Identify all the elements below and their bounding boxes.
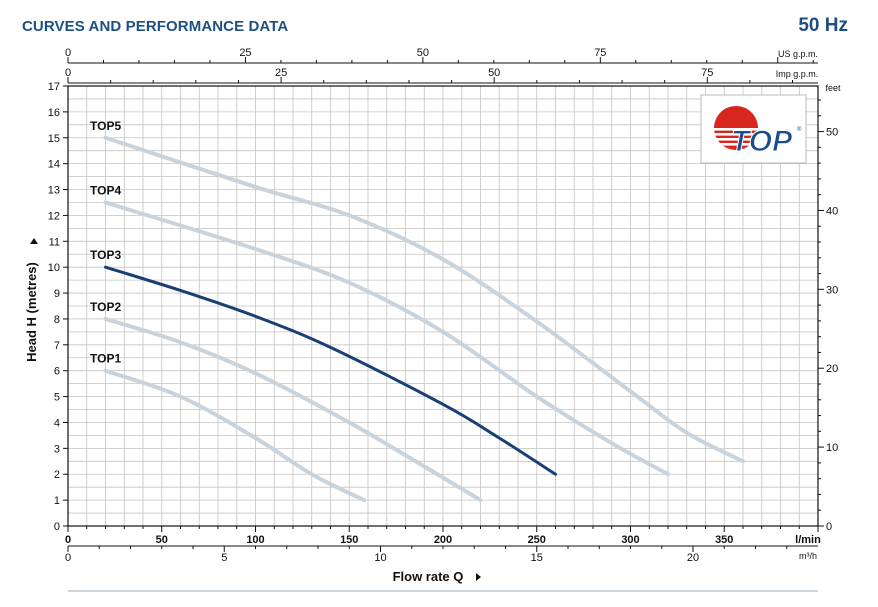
y-tick-label: 6 bbox=[54, 366, 60, 378]
x-tick-label: 250 bbox=[528, 534, 546, 546]
x-axis-arrow-icon bbox=[476, 573, 481, 581]
m3h-tick-label: 20 bbox=[687, 552, 699, 564]
y-tick-label: 12 bbox=[48, 210, 60, 222]
y-tick-label: 11 bbox=[49, 236, 60, 248]
y-tick-label: 3 bbox=[54, 443, 60, 455]
y-tick-label: 9 bbox=[54, 288, 60, 300]
y-tick-label: 2 bbox=[54, 469, 60, 481]
y-tick-label: 17 bbox=[48, 81, 60, 93]
curve-top3 bbox=[104, 265, 557, 476]
series-label-top3: TOP3 bbox=[90, 248, 121, 262]
x-axis-title: Flow rate Q bbox=[393, 569, 464, 584]
y-tick-label: 5 bbox=[54, 392, 60, 404]
x-tick-label: 150 bbox=[340, 534, 358, 546]
series-label-top2: TOP2 bbox=[90, 300, 121, 314]
page-title: CURVES AND PERFORMANCE DATA bbox=[22, 18, 289, 35]
series-label-top4: TOP4 bbox=[90, 183, 121, 197]
feet-tick-label: 0 bbox=[826, 521, 832, 533]
chart-grid bbox=[68, 86, 818, 526]
imp-gpm-tick-label: 25 bbox=[275, 67, 287, 79]
feet-tick-label: 50 bbox=[826, 127, 838, 139]
logo-registered-mark: ® bbox=[797, 126, 802, 133]
m3h-tick-label: 10 bbox=[374, 552, 386, 564]
x-tick-label: 0 bbox=[65, 534, 71, 546]
y-axis-title-group: Head H (metres) bbox=[24, 238, 39, 362]
y-tick-label: 4 bbox=[54, 417, 60, 429]
x-tick-label: 350 bbox=[715, 534, 733, 546]
y-tick-label: 1 bbox=[54, 495, 60, 507]
x-tick-label: 100 bbox=[246, 534, 264, 546]
us-gpm-unit-label: US g.p.m. bbox=[778, 49, 818, 59]
y-tick-label: 16 bbox=[48, 107, 60, 119]
logo-text: TOP bbox=[731, 125, 793, 158]
m3h-tick-label: 15 bbox=[531, 552, 543, 564]
feet-tick-label: 30 bbox=[826, 284, 838, 296]
y-axis-arrow-icon bbox=[30, 238, 38, 244]
top-logo: TOP ® bbox=[700, 94, 807, 164]
curve-top1 bbox=[103, 368, 367, 503]
chart-labels: TOP1 TOP2 TOP3 TOP4 TOP5 bbox=[90, 119, 121, 366]
us-gpm-tick-label: 0 bbox=[65, 47, 71, 59]
x-unit-label: l/min bbox=[795, 534, 821, 546]
logo-stripes bbox=[711, 128, 761, 146]
imp-gpm-tick-label: 50 bbox=[488, 67, 500, 79]
x-tick-label: 300 bbox=[621, 534, 639, 546]
feet-tick-label: 10 bbox=[826, 442, 838, 454]
m3h-tick-label: 5 bbox=[221, 552, 227, 564]
series-label-top1: TOP1 bbox=[90, 352, 121, 366]
frequency-label: 50 Hz bbox=[798, 15, 848, 36]
y-axis-title: Head H (metres) bbox=[24, 262, 39, 362]
y-tick-label: 13 bbox=[48, 185, 60, 197]
curve-top4 bbox=[103, 200, 670, 477]
x-tick-label: 50 bbox=[156, 534, 168, 546]
m3h-unit-label: m³/h bbox=[799, 551, 817, 561]
feet-tick-label: 20 bbox=[826, 363, 838, 375]
y-tick-label: 10 bbox=[48, 262, 60, 274]
curve-top5 bbox=[103, 135, 745, 464]
chart-curves bbox=[103, 135, 745, 503]
imp-gpm-unit-label: Imp g.p.m. bbox=[776, 69, 819, 79]
imp-gpm-tick-label: 0 bbox=[65, 67, 71, 79]
us-gpm-tick-label: 25 bbox=[239, 47, 251, 59]
imp-gpm-tick-label: 75 bbox=[701, 67, 713, 79]
us-gpm-tick-label: 75 bbox=[594, 47, 606, 59]
y-tick-label: 8 bbox=[54, 314, 60, 326]
us-gpm-tick-label: 50 bbox=[417, 47, 429, 59]
series-label-top5: TOP5 bbox=[90, 119, 121, 133]
curve-top2 bbox=[103, 316, 483, 503]
feet-tick-label: 40 bbox=[826, 205, 838, 217]
y-tick-label: 15 bbox=[48, 133, 60, 145]
y-tick-label: 0 bbox=[54, 521, 60, 533]
m3h-tick-label: 0 bbox=[65, 552, 71, 564]
y-tick-label: 7 bbox=[54, 340, 60, 352]
feet-unit-label: feet bbox=[825, 83, 841, 93]
x-tick-label: 200 bbox=[434, 534, 452, 546]
y-tick-label: 14 bbox=[48, 159, 60, 171]
